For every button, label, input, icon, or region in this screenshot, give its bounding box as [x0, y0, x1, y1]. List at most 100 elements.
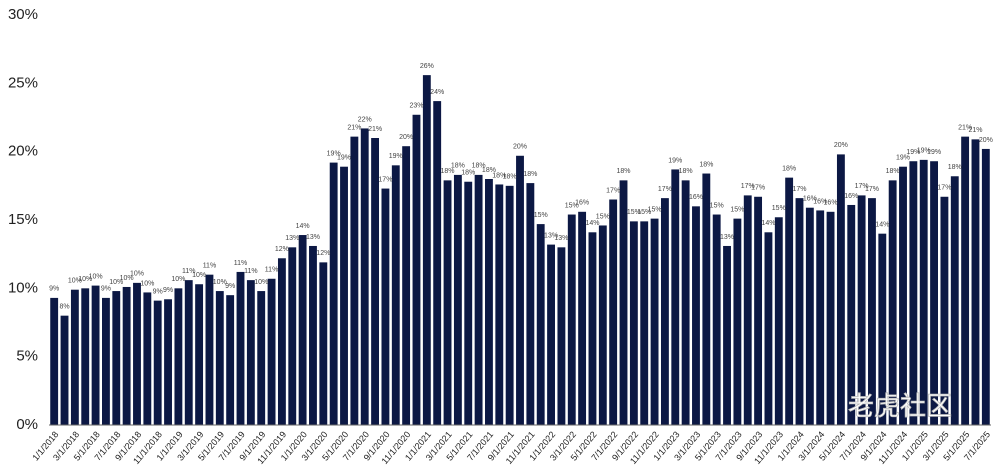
- bar: [878, 233, 887, 425]
- data-label: 11%: [182, 268, 196, 275]
- data-label: 10%: [78, 276, 92, 283]
- data-label: 15%: [596, 213, 610, 220]
- bar: [50, 297, 59, 425]
- data-label: 18%: [886, 168, 900, 175]
- data-label: 10%: [171, 276, 185, 283]
- data-label: 13%: [306, 234, 320, 241]
- y-tick-label: 5%: [16, 348, 38, 365]
- y-tick-label: 20%: [8, 143, 38, 160]
- data-label: 10%: [254, 279, 268, 286]
- watermark: 老虎社区: [848, 391, 952, 421]
- data-label: 16%: [803, 196, 817, 203]
- data-label: 22%: [358, 116, 372, 123]
- bar: [805, 207, 814, 425]
- data-label: 17%: [751, 185, 765, 192]
- data-label: 13%: [285, 235, 299, 242]
- bar: [309, 245, 317, 425]
- data-label: 11%: [244, 268, 258, 275]
- bar: [267, 278, 276, 425]
- bar: [122, 286, 131, 425]
- bar: [888, 180, 897, 425]
- data-label: 15%: [637, 209, 651, 216]
- bar: [650, 218, 659, 425]
- bar: [340, 166, 348, 425]
- data-label: 18%: [482, 167, 496, 174]
- bar: [298, 235, 307, 425]
- bar: [246, 280, 255, 425]
- bar: [381, 188, 390, 425]
- data-label: 11%: [265, 267, 279, 274]
- y-tick-label: 10%: [8, 279, 38, 296]
- data-label: 10%: [68, 278, 82, 285]
- data-label: 19%: [906, 149, 920, 156]
- data-label: 23%: [409, 103, 423, 110]
- y-tick-label: 0%: [16, 416, 38, 433]
- data-label: 16%: [575, 200, 589, 207]
- data-label: 18%: [782, 165, 796, 172]
- data-label: 14%: [585, 220, 599, 227]
- bar: [412, 114, 421, 426]
- bar: [857, 195, 866, 425]
- bar: [350, 136, 359, 425]
- data-label: 20%: [834, 142, 848, 149]
- bar: [402, 146, 411, 425]
- data-label: 17%: [855, 183, 869, 190]
- data-label: 14%: [875, 222, 889, 229]
- bar: [453, 174, 462, 425]
- bar: [505, 185, 514, 425]
- bar: [526, 183, 535, 425]
- bar: [733, 218, 742, 425]
- data-label: 13%: [554, 235, 568, 242]
- bar: [909, 161, 918, 425]
- data-label: 18%: [523, 171, 537, 178]
- data-label: 12%: [316, 250, 330, 257]
- data-label: 20%: [979, 137, 993, 144]
- data-label: 10%: [109, 279, 123, 286]
- data-label: 19%: [927, 149, 941, 156]
- data-label: 20%: [399, 134, 413, 141]
- data-label: 26%: [420, 63, 434, 70]
- data-label: 18%: [699, 161, 713, 168]
- bar: [443, 180, 452, 425]
- bar: [816, 210, 825, 425]
- bar: [164, 299, 172, 425]
- bar: [764, 232, 773, 425]
- bar: [60, 315, 69, 425]
- bar: [70, 289, 79, 425]
- bar: [516, 155, 524, 425]
- bar: [640, 221, 649, 425]
- bar: [153, 300, 162, 425]
- data-label: 18%: [492, 172, 506, 179]
- data-label: 16%: [813, 198, 827, 205]
- data-label: 9%: [101, 286, 111, 293]
- bar: [899, 166, 907, 425]
- data-label: 9%: [225, 283, 235, 290]
- data-label: 17%: [937, 185, 951, 192]
- data-label: 15%: [772, 205, 786, 212]
- bar: [785, 177, 794, 425]
- data-label: 17%: [606, 187, 620, 194]
- bar: [360, 128, 369, 425]
- data-label: 17%: [792, 186, 806, 193]
- data-label: 19%: [917, 148, 931, 155]
- data-label: 18%: [679, 168, 693, 175]
- data-label: 19%: [389, 153, 403, 160]
- bar: [619, 180, 628, 425]
- bar: [226, 295, 235, 425]
- data-label: 10%: [120, 275, 134, 282]
- data-label: 10%: [140, 280, 154, 287]
- bar: [288, 247, 297, 425]
- data-label: 19%: [668, 157, 682, 164]
- bar: [205, 274, 214, 425]
- bar: [464, 181, 473, 425]
- data-label: 10%: [192, 272, 206, 279]
- data-label: 18%: [451, 163, 465, 170]
- data-label: 11%: [203, 263, 217, 270]
- bar: [474, 174, 483, 425]
- bar: [671, 169, 680, 425]
- bar: [702, 173, 711, 425]
- data-label: 17%: [865, 186, 879, 193]
- bar: [422, 75, 431, 425]
- data-label: 10%: [89, 273, 103, 280]
- data-label: 9%: [153, 288, 163, 295]
